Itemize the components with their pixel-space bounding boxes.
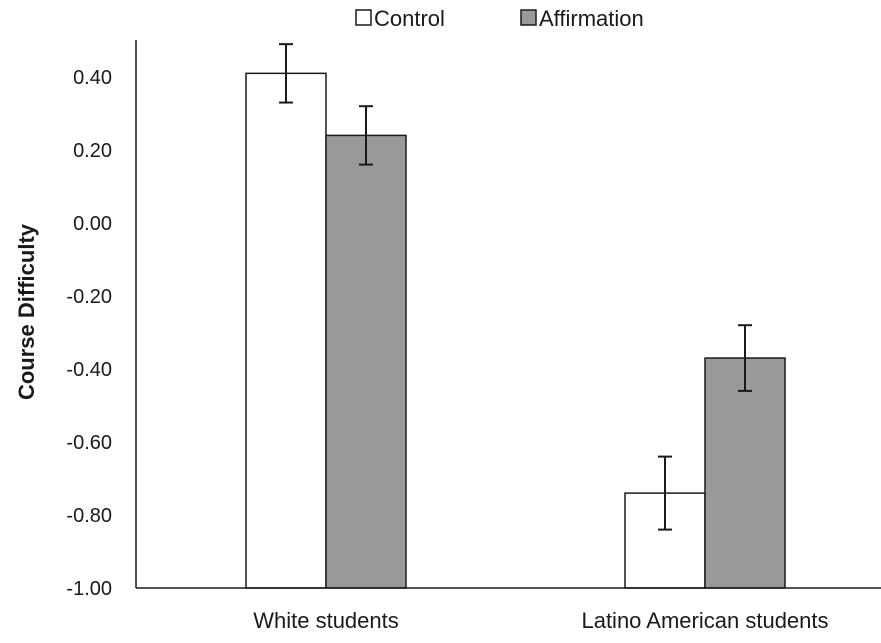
y-tick-label: 0.40 — [73, 67, 112, 89]
x-category-label: White students — [253, 608, 399, 633]
legend-swatch-affirmation — [520, 9, 537, 26]
error-bar-affirmation-0 — [359, 105, 373, 166]
y-tick-label: -0.80 — [66, 505, 112, 527]
y-axis-label: Course Difficulty — [14, 223, 39, 400]
error-bar-control-1 — [658, 455, 672, 531]
bar-control-0 — [245, 72, 327, 589]
legend: Control Affirmation — [355, 6, 644, 31]
bar-affirmation-1 — [704, 357, 786, 589]
bar-affirmation-0 — [325, 134, 407, 589]
y-tick-label: 0.20 — [73, 140, 112, 162]
y-axis-ticks: 0.40 0.20 0.00 -0.20 -0.40 -0.60 -0.80 -1.00 — [66, 67, 112, 600]
y-tick-label: -0.40 — [66, 359, 112, 381]
x-category-label: Latino American students — [581, 608, 828, 633]
legend-label-affirmation: Affirmation — [539, 6, 644, 31]
error-bars — [279, 43, 752, 531]
y-tick-label: -0.20 — [66, 286, 112, 308]
error-bar-affirmation-1 — [738, 324, 752, 392]
y-tick-label: -1.00 — [66, 578, 112, 600]
legend-swatch-control — [355, 9, 372, 26]
category-labels: White students Latino American students — [253, 608, 828, 633]
legend-label-control: Control — [374, 6, 445, 31]
bars — [245, 72, 786, 589]
error-bar-control-0 — [279, 43, 293, 104]
y-tick-label: -0.60 — [66, 432, 112, 454]
y-tick-label: 0.00 — [73, 213, 112, 235]
